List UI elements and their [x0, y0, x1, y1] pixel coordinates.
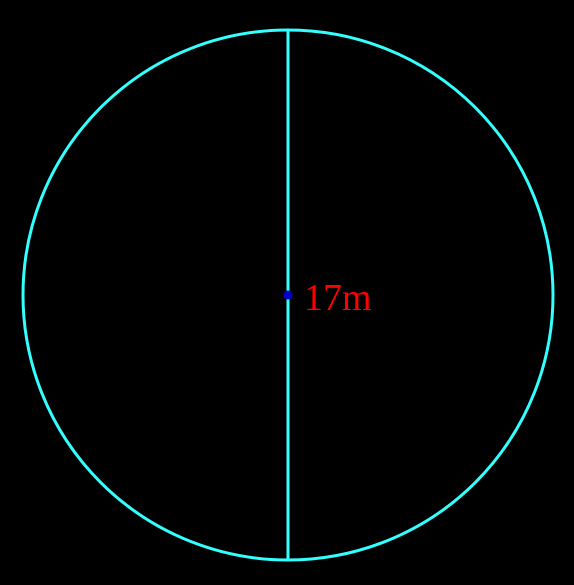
diameter-label: 17m	[304, 276, 372, 320]
center-dot	[284, 291, 293, 300]
circle-diagram	[0, 0, 574, 585]
diagram-stage: 17m	[0, 0, 574, 585]
